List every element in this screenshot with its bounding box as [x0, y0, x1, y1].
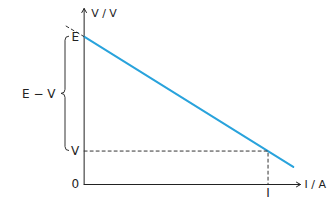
- svg-text:E − V: E − V: [22, 87, 56, 101]
- svg-text:0: 0: [71, 177, 79, 191]
- svg-text:V / V: V / V: [91, 7, 117, 20]
- svg-text:I: I: [266, 186, 270, 200]
- svg-text:I / A: I / A: [305, 178, 327, 191]
- svg-text:E: E: [72, 30, 80, 44]
- svg-text:V: V: [71, 144, 80, 158]
